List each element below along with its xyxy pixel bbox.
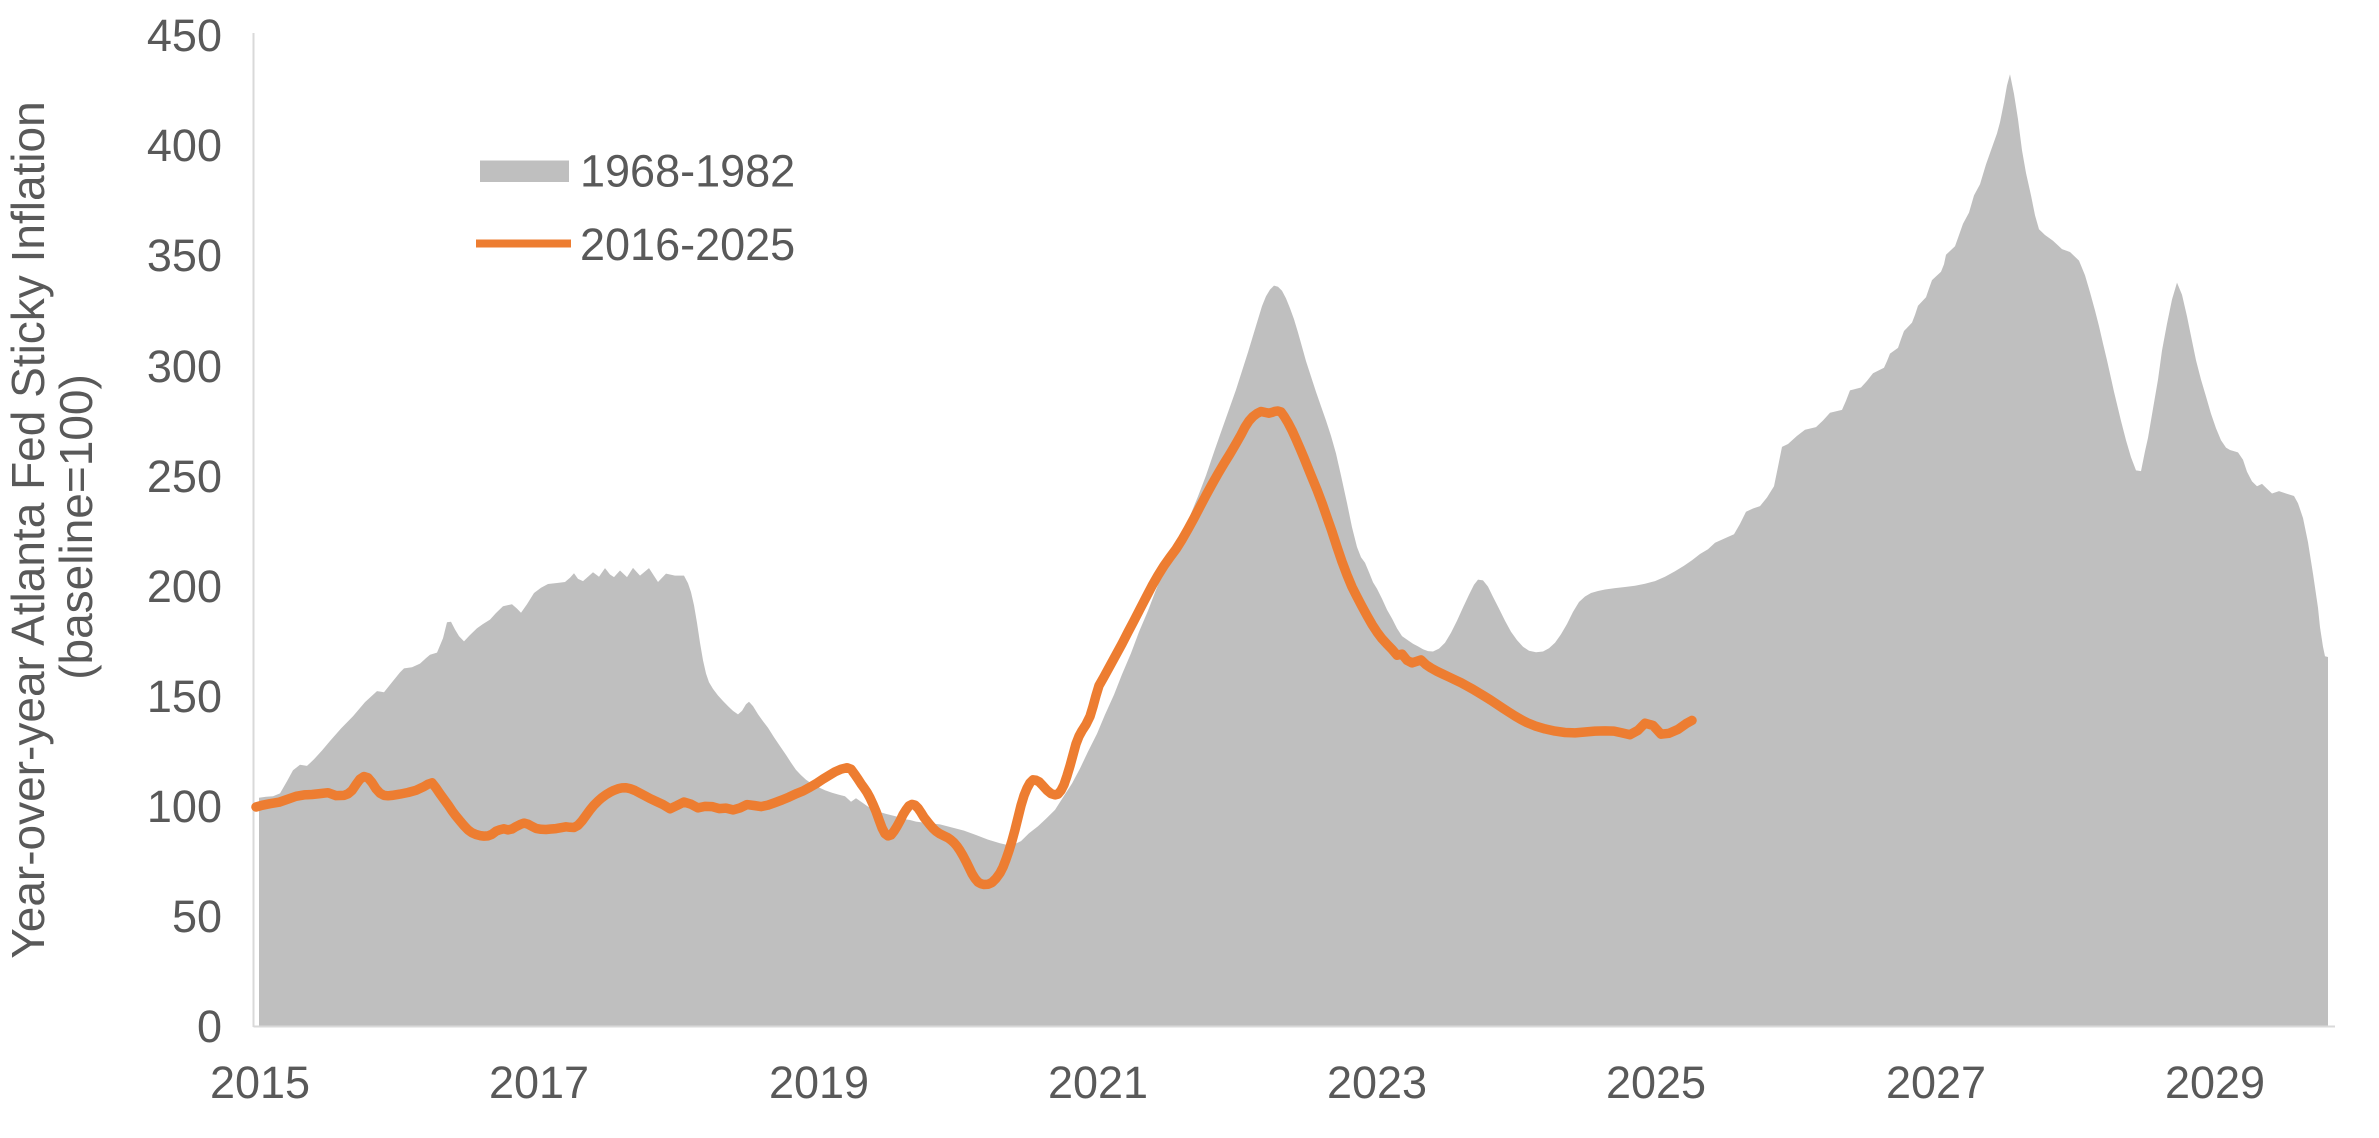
svg-text:50: 50 [172, 891, 222, 942]
svg-text:100: 100 [147, 781, 222, 832]
svg-text:2015: 2015 [210, 1057, 310, 1108]
svg-text:150: 150 [147, 671, 222, 722]
svg-text:2019: 2019 [769, 1057, 869, 1108]
svg-text:400: 400 [147, 120, 222, 171]
svg-text:350: 350 [147, 230, 222, 281]
svg-text:450: 450 [147, 10, 222, 61]
svg-text:2027: 2027 [1886, 1057, 1986, 1108]
svg-text:2023: 2023 [1327, 1057, 1427, 1108]
svg-text:0: 0 [197, 1001, 222, 1052]
svg-text:2021: 2021 [1048, 1057, 1148, 1108]
svg-text:1968-1982: 1968-1982 [580, 146, 795, 197]
svg-text:2029: 2029 [2165, 1057, 2265, 1108]
svg-text:2016-2025: 2016-2025 [580, 219, 795, 270]
svg-text:300: 300 [147, 341, 222, 392]
svg-text:2017: 2017 [489, 1057, 589, 1108]
svg-text:2025: 2025 [1606, 1057, 1706, 1108]
svg-text:(baseline=100): (baseline=100) [50, 374, 102, 680]
svg-text:200: 200 [147, 561, 222, 612]
svg-text:Year-over-year Atlanta Fed Sti: Year-over-year Atlanta Fed Sticky Inflat… [2, 101, 54, 958]
svg-text:250: 250 [147, 451, 222, 502]
